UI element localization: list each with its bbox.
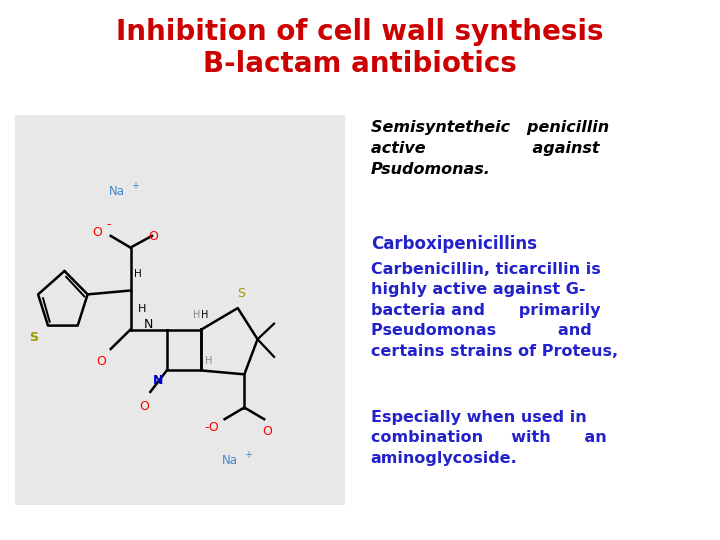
Text: +: + xyxy=(132,181,140,191)
Text: H: H xyxy=(204,356,212,366)
Text: H: H xyxy=(201,310,208,320)
Text: -: - xyxy=(107,218,112,231)
Text: Inhibition of cell wall synthesis
B-lactam antibiotics: Inhibition of cell wall synthesis B-lact… xyxy=(116,18,604,78)
Text: Carbenicillin, ticarcillin is
highly active against G-
bacteria and      primari: Carbenicillin, ticarcillin is highly act… xyxy=(371,262,618,359)
Text: O: O xyxy=(93,226,102,239)
Text: O: O xyxy=(96,355,106,368)
Text: N: N xyxy=(144,318,153,331)
Text: N: N xyxy=(153,374,163,387)
Text: +: + xyxy=(243,450,252,461)
Text: O: O xyxy=(263,425,272,438)
Text: Na: Na xyxy=(109,185,125,198)
Text: Na: Na xyxy=(222,454,238,467)
Text: H: H xyxy=(134,269,142,279)
Text: H: H xyxy=(138,304,146,314)
Text: S: S xyxy=(29,332,37,345)
Text: S: S xyxy=(237,287,245,300)
FancyBboxPatch shape xyxy=(15,115,345,505)
Text: O: O xyxy=(139,400,148,413)
Text: O: O xyxy=(148,230,158,243)
Text: Carboxipenicillins: Carboxipenicillins xyxy=(371,235,537,253)
Text: H: H xyxy=(193,310,200,320)
Text: Especially when used in
combination     with      an
aminoglycoside.: Especially when used in combination with… xyxy=(371,410,606,466)
Text: -O: -O xyxy=(204,421,219,434)
Text: Semisyntetheic   penicillin
active                   against
Psudomonas.: Semisyntetheic penicillin active against… xyxy=(371,120,609,177)
